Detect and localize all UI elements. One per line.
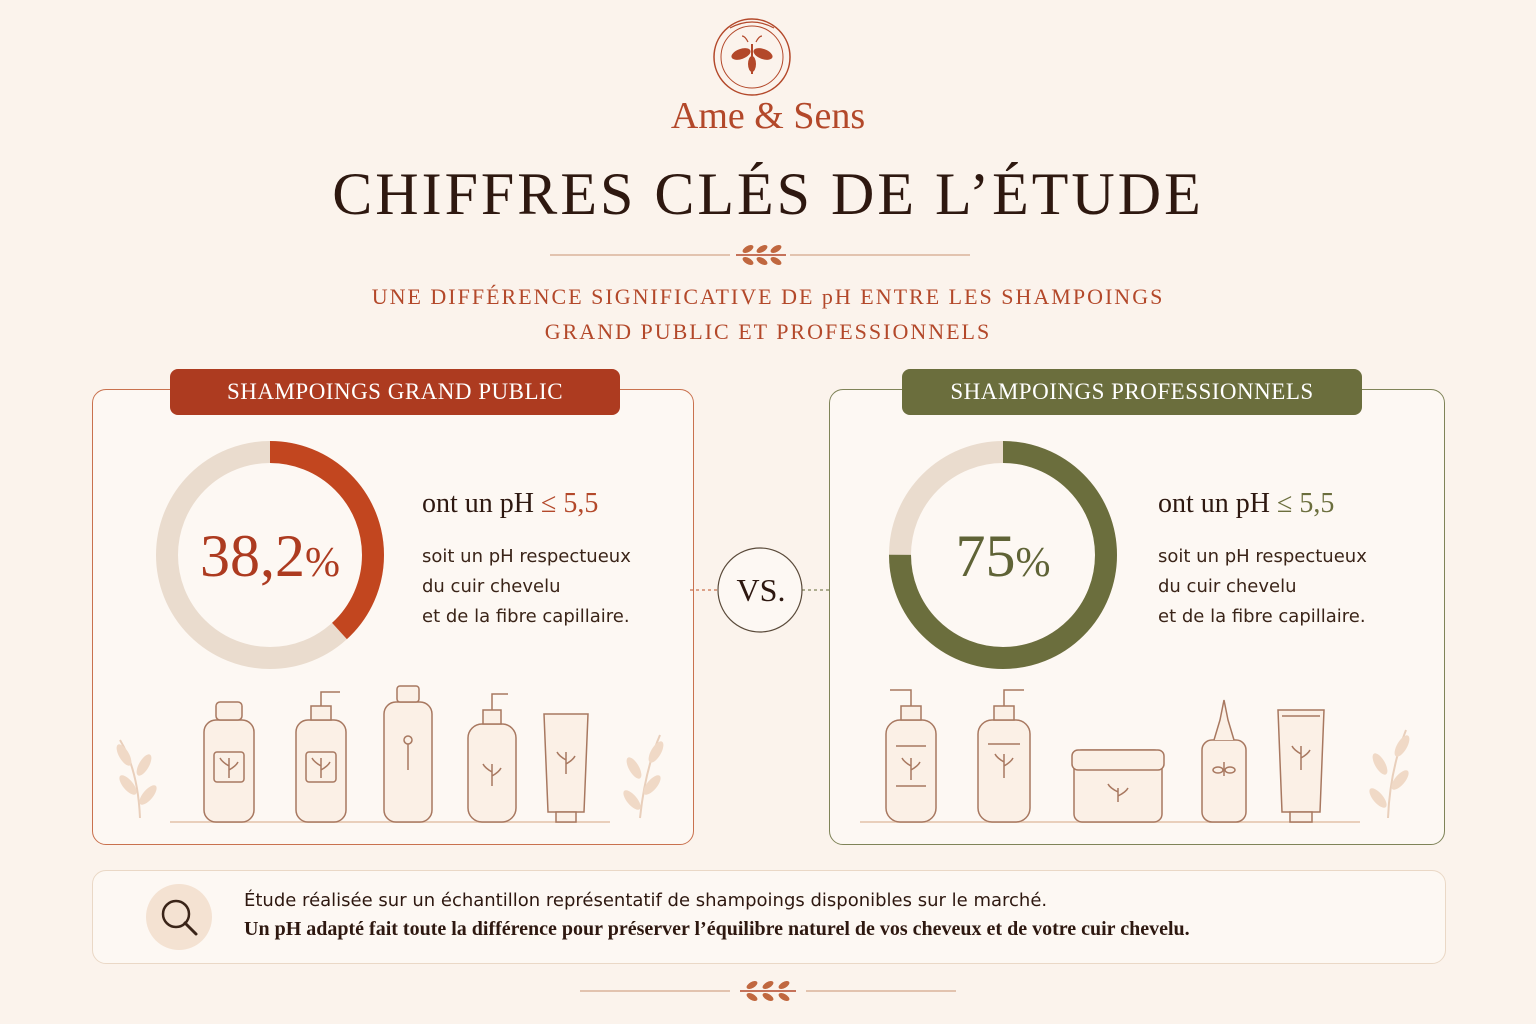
leaf-sprig-icon [116, 739, 157, 819]
leaf-divider-bottom [580, 981, 956, 1001]
donut-slice-professionnels [889, 441, 1117, 669]
label-professionnels: SHAMPOINGS PROFESSIONNELS [902, 369, 1362, 415]
percent-sign: % [305, 540, 340, 586]
donut-slice-grand-public [156, 441, 384, 669]
ph-value: ≤ 5,5 [1277, 488, 1335, 519]
tube-icon [543, 713, 589, 823]
subtitle-line-1: UNE DIFFÉRENCE SIGNIFICATIVE DE pH ENTRE… [371, 284, 1165, 309]
leaf-divider-top [550, 245, 970, 265]
subtitle-line-2: GRAND PUBLIC ET PROFESSIONNELS [544, 319, 992, 344]
donut-chart-professionnels [889, 441, 1117, 669]
leaf-sprig-icon [623, 734, 664, 819]
tube-icon [1277, 709, 1325, 823]
bottle-icon [203, 701, 255, 823]
tall-bottle-icon [383, 685, 433, 823]
desc-line: soit un pH respectueux [422, 546, 631, 567]
percent-professionnels: 75% [883, 522, 1123, 591]
ph-prefix: ont un pH [1158, 488, 1277, 519]
brand-name: Ame & Sens [670, 95, 866, 137]
percent-grand-public: 38,2% [150, 522, 390, 591]
percent-sign: % [1015, 540, 1051, 586]
products-illustration-professionnels [860, 689, 1410, 823]
vs-badge [690, 547, 830, 633]
pump-bottle-icon [885, 689, 937, 823]
pump-bottle-icon [977, 689, 1031, 823]
label-grand-public: SHAMPOINGS GRAND PUBLIC [170, 369, 620, 415]
desc-line: du cuir chevelu [422, 576, 561, 597]
description-professionnels: soit un pH respectueux du cuir chevelu e… [1158, 542, 1367, 632]
products-illustration-grand-public [116, 685, 664, 823]
percent-number: 38,2 [200, 523, 305, 589]
donut-chart-grand-public [156, 441, 384, 669]
study-note [92, 870, 1446, 964]
ph-prefix: ont un pH [422, 488, 541, 519]
percent-number: 75 [955, 523, 1016, 589]
note-line-2: Un pH adapté fait toute la différence po… [244, 918, 1190, 940]
pump-bottle-icon [295, 691, 347, 823]
leaf-sprig-icon [1369, 729, 1410, 819]
search-icon [146, 884, 212, 950]
desc-line: du cuir chevelu [1158, 576, 1297, 597]
page-title: CHIFFRES CLÉS DE L’ÉTUDE [332, 161, 1204, 227]
ph-label-professionnels: ont un pH ≤ 5,5 [1158, 488, 1334, 520]
vs-label: VS. [736, 572, 786, 608]
ph-label-grand-public: ont un pH ≤ 5,5 [422, 488, 598, 520]
desc-line: soit un pH respectueux [1158, 546, 1367, 567]
jar-icon [1071, 749, 1165, 823]
description-grand-public: soit un pH respectueux du cuir chevelu e… [422, 542, 631, 632]
ph-value: ≤ 5,5 [541, 488, 599, 519]
dropper-bottle-icon [1201, 699, 1247, 823]
pump-bottle-icon [467, 693, 517, 823]
desc-line: et de la fibre capillaire. [1158, 606, 1366, 627]
desc-line: et de la fibre capillaire. [422, 606, 630, 627]
brand-logo [713, 18, 791, 96]
note-line-1: Étude réalisée sur un échantillon représ… [244, 890, 1048, 911]
